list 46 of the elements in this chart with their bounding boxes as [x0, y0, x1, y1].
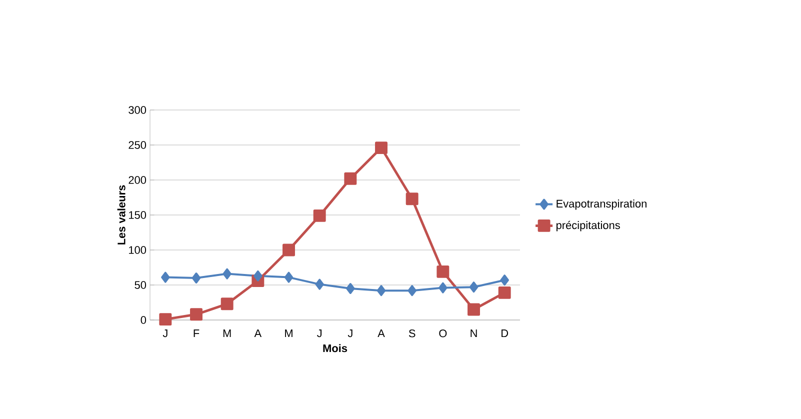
- point: [346, 283, 355, 294]
- x-axis-title: Mois: [323, 344, 348, 352]
- legend-label: Evapotranspiration: [556, 200, 646, 210]
- x-tick-label: S: [408, 330, 416, 338]
- point: [159, 313, 172, 326]
- point: [406, 192, 418, 206]
- point: [313, 209, 326, 222]
- y-tick-label: 300: [128, 106, 146, 114]
- y-tick-label: 250: [128, 141, 146, 149]
- point: [376, 285, 386, 296]
- x-tick-label: J: [348, 330, 352, 338]
- point: [254, 270, 262, 282]
- x-tick-label: F: [194, 330, 200, 338]
- y-tick-label: 200: [128, 176, 146, 184]
- point: [282, 244, 295, 256]
- point: [498, 286, 511, 299]
- point: [222, 268, 232, 280]
- y-axis-title: Les valeurs: [117, 185, 126, 244]
- legend-label: précipitations: [556, 220, 620, 232]
- point: [469, 282, 478, 293]
- point: [375, 142, 388, 154]
- point: [436, 265, 450, 278]
- point: [284, 272, 294, 283]
- x-tick-label: J: [162, 330, 168, 338]
- x-tick-label: J: [317, 330, 322, 338]
- y-tick-label: 100: [129, 246, 146, 254]
- point: [220, 298, 234, 310]
- x-tick-label: O: [439, 330, 447, 338]
- point: [190, 308, 202, 321]
- y-tick-label: 150: [129, 211, 146, 219]
- x-tick-label: D: [502, 330, 508, 338]
- point: [468, 303, 480, 316]
- x-tick-label: A: [378, 330, 385, 338]
- point: [500, 274, 509, 286]
- x-tick-label: A: [254, 330, 262, 338]
- point: [344, 172, 357, 185]
- x-tick-label: M: [285, 330, 292, 338]
- point: [161, 272, 170, 283]
- point: [315, 278, 324, 290]
- x-tick-label: N: [470, 330, 477, 338]
- point: [438, 282, 448, 294]
- point: [408, 285, 416, 296]
- y-tick-label: 50: [134, 281, 146, 289]
- y-tick-label: 0: [140, 316, 146, 324]
- x-tick-label: M: [223, 330, 231, 338]
- point: [192, 272, 201, 284]
